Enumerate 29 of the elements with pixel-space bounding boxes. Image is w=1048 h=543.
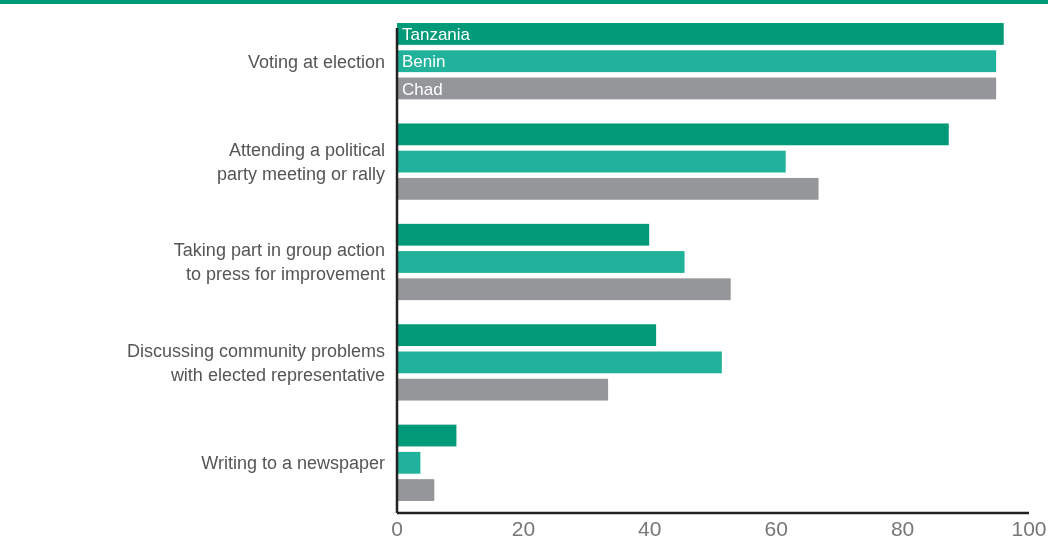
bar bbox=[397, 123, 949, 146]
bar bbox=[397, 479, 435, 501]
bar bbox=[397, 324, 657, 347]
y-tick-label: Attending a political party meeting or rally bbox=[216, 140, 385, 185]
x-tick-label: 0 bbox=[391, 517, 403, 540]
bar bbox=[397, 23, 1004, 45]
bar bbox=[397, 50, 997, 73]
x-tick-label: 80 bbox=[890, 517, 915, 540]
bar bbox=[397, 378, 609, 401]
bar bbox=[397, 223, 650, 246]
y-tick-label: Taking part in group action to press for improvement bbox=[173, 240, 385, 285]
bar bbox=[397, 278, 731, 301]
bar bbox=[397, 177, 819, 200]
bar bbox=[397, 77, 997, 100]
x-tick-label: 20 bbox=[511, 517, 536, 540]
series-label: Chad bbox=[402, 79, 443, 99]
x-tick-label: 60 bbox=[764, 517, 788, 540]
bar bbox=[397, 150, 786, 173]
bar bbox=[397, 424, 457, 447]
bar bbox=[397, 451, 421, 474]
bar bbox=[397, 251, 685, 273]
y-tick-label: Writing to a newspaper bbox=[201, 453, 385, 474]
y-tick-label: Voting at election bbox=[247, 51, 385, 72]
x-tick-label: 40 bbox=[638, 517, 662, 540]
x-tick-label: 100 bbox=[1011, 517, 1047, 540]
series-label: Tanzania bbox=[402, 25, 471, 45]
bar bbox=[397, 351, 722, 374]
series-label: Benin bbox=[402, 52, 446, 72]
y-tick-label: Discussing community problems with elected representative bbox=[126, 340, 385, 385]
